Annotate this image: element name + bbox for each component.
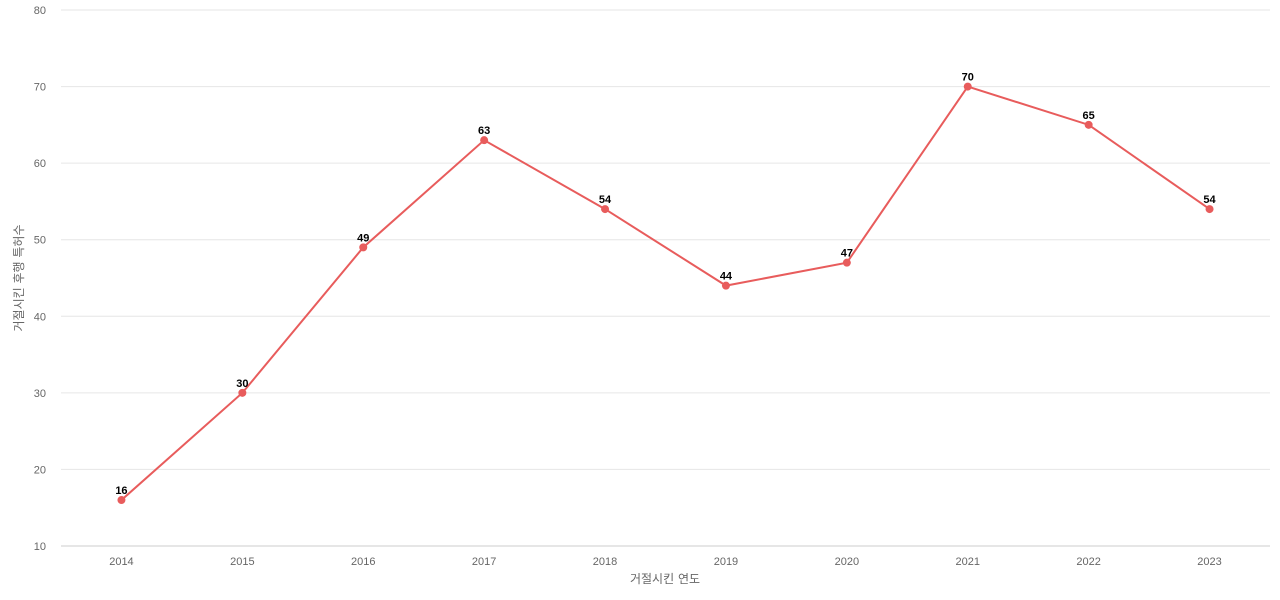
data-label: 54 [599,194,612,206]
data-point [1205,205,1214,214]
y-tick-label: 80 [34,5,46,17]
x-tick-label: 2020 [835,556,859,568]
data-label: 54 [1203,194,1216,206]
series-line [120,85,1211,501]
y-axis-ticks: 10 20 30 40 50 60 70 80 [34,5,46,553]
data-point [601,205,610,214]
y-tick-label: 20 [34,464,46,476]
data-label: 70 [962,72,974,84]
y-tick-label: 40 [34,311,46,323]
data-label: 30 [236,378,248,390]
data-label: 16 [115,485,127,497]
y-tick-label: 50 [34,235,46,247]
x-tick-label: 2022 [1076,556,1100,568]
x-tick-label: 2018 [593,556,617,568]
y-tick-label: 30 [34,388,46,400]
x-tick-label: 2016 [351,556,375,568]
data-labels-layer: 16 30 49 63 54 44 47 70 65 54 [115,72,1216,497]
data-label: 49 [357,232,369,244]
data-point [963,82,972,91]
y-tick-label: 10 [34,541,46,553]
series-layer [120,85,1211,501]
y-axis-title: 거절시킨 후행 특허수 [11,225,26,332]
data-point [721,281,730,290]
data-point [359,243,368,252]
x-tick-label: 2019 [714,556,738,568]
x-tick-label: 2017 [472,556,496,568]
points-layer [117,82,1214,505]
y-tick-label: 70 [34,82,46,94]
x-tick-label: 2014 [109,556,133,568]
data-label: 44 [720,271,733,283]
data-point [238,388,247,397]
data-point [1084,120,1093,129]
x-axis-ticks: 2014 2015 2016 2017 2018 2019 2020 2021 2022 2023 [109,556,1222,568]
data-point [842,258,851,267]
data-point [480,136,489,145]
data-label: 65 [1083,110,1095,122]
x-tick-label: 2023 [1197,556,1221,568]
x-axis-title: 거절시킨 연도 [630,572,700,586]
x-tick-label: 2015 [230,556,254,568]
data-label: 63 [478,125,490,137]
x-tick-label: 2021 [956,556,980,568]
data-label: 47 [841,248,853,260]
data-point [117,496,126,505]
y-tick-label: 60 [34,158,46,170]
grid-layer [61,9,1270,547]
